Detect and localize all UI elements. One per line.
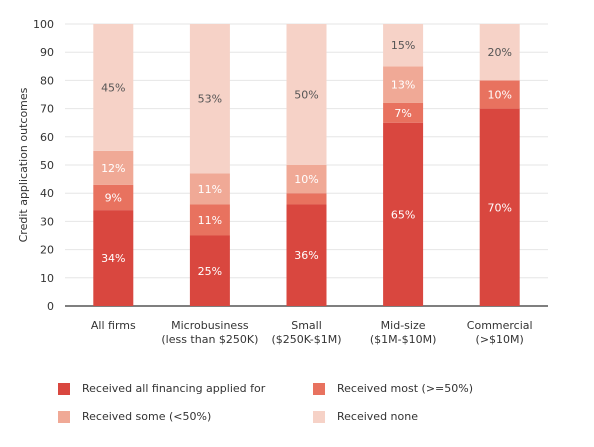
data-label: 13% bbox=[391, 79, 415, 92]
data-label: 70% bbox=[487, 201, 511, 214]
legend-item-all: Received all financing applied for bbox=[58, 382, 265, 395]
data-label: 7% bbox=[394, 107, 411, 120]
data-label: 9% bbox=[105, 191, 122, 204]
x-tick-label: Commercial bbox=[467, 319, 533, 332]
x-tick-label: ($250K-$1M) bbox=[271, 333, 341, 346]
data-label: 50% bbox=[294, 89, 318, 102]
bar-segment bbox=[286, 24, 327, 165]
y-tick-label: 20 bbox=[40, 244, 54, 257]
x-tick-label: ($1M-$10M) bbox=[370, 333, 437, 346]
legend: Received all financing applied for Recei… bbox=[58, 382, 578, 432]
data-label: 34% bbox=[101, 252, 125, 265]
y-tick-label: 60 bbox=[40, 131, 54, 144]
bar-segment bbox=[286, 193, 327, 205]
x-tick-label: All firms bbox=[91, 319, 136, 332]
legend-swatch-none bbox=[313, 410, 325, 423]
x-tick-label: (less than $250K) bbox=[161, 333, 258, 346]
bar-segment bbox=[479, 24, 520, 81]
y-tick-label: 0 bbox=[47, 300, 54, 313]
data-label: 15% bbox=[391, 39, 415, 52]
data-label: 36% bbox=[294, 249, 318, 262]
data-label: 25% bbox=[198, 265, 222, 278]
legend-swatch-some bbox=[58, 410, 70, 423]
x-tick-label: Mid-size bbox=[381, 319, 426, 332]
data-label: 12% bbox=[101, 162, 125, 175]
bar-segment bbox=[189, 204, 230, 236]
legend-label-some: Received some (<50%) bbox=[82, 410, 212, 423]
legend-swatch-most bbox=[313, 382, 325, 395]
y-tick-label: 10 bbox=[40, 272, 54, 285]
stacked-bar-chart: 0 10 20 30 40 50 60 70 80 90 100 Credit application… bbox=[17, 18, 548, 346]
data-label: 20% bbox=[487, 46, 511, 59]
data-label: 11% bbox=[198, 214, 222, 227]
bar-segment bbox=[93, 184, 134, 211]
y-tick-label: 90 bbox=[40, 46, 54, 59]
x-tick-label: (>$10M) bbox=[476, 333, 524, 346]
x-tick-label: Small bbox=[291, 319, 322, 332]
y-tick-label: 30 bbox=[40, 215, 54, 228]
bar-segment bbox=[479, 108, 520, 306]
bar-segment bbox=[189, 235, 230, 306]
legend-label-all: Received all financing applied for bbox=[82, 382, 266, 395]
bar-segment bbox=[93, 150, 134, 185]
y-tick-label: 100 bbox=[33, 18, 54, 31]
bar-segment bbox=[479, 80, 520, 109]
y-tick-label: 70 bbox=[40, 103, 54, 116]
bar-segment bbox=[93, 210, 134, 306]
data-label: 65% bbox=[391, 208, 415, 221]
data-label: 10% bbox=[294, 173, 318, 186]
bar-segment bbox=[286, 165, 327, 194]
bar-segment bbox=[93, 24, 134, 151]
y-tick-label: 50 bbox=[40, 159, 54, 172]
legend-label-none: Received none bbox=[337, 410, 418, 423]
bar-segment bbox=[383, 24, 424, 67]
legend-item-most: Received most (>=50%) bbox=[313, 382, 473, 395]
legend-swatch-all bbox=[58, 382, 70, 395]
bar-segment bbox=[383, 122, 424, 306]
data-label: 45% bbox=[101, 81, 125, 94]
legend-label-most: Received most (>=50%) bbox=[337, 382, 473, 395]
bar-segment bbox=[189, 24, 230, 174]
bar-segment bbox=[383, 66, 424, 103]
legend-item-none: Received none bbox=[313, 410, 418, 423]
bar-segment bbox=[189, 173, 230, 205]
y-axis-label: Credit application outcomes bbox=[17, 87, 30, 242]
bar-segment bbox=[383, 102, 424, 123]
legend-item-some: Received some (<50%) bbox=[58, 410, 211, 423]
bar-segment bbox=[286, 204, 327, 306]
y-tick-label: 40 bbox=[40, 187, 54, 200]
x-tick-label: Microbusiness bbox=[171, 319, 249, 332]
data-label: 10% bbox=[487, 89, 511, 102]
data-label: 53% bbox=[198, 93, 222, 106]
data-label: 11% bbox=[198, 183, 222, 196]
y-tick-label: 80 bbox=[40, 74, 54, 87]
